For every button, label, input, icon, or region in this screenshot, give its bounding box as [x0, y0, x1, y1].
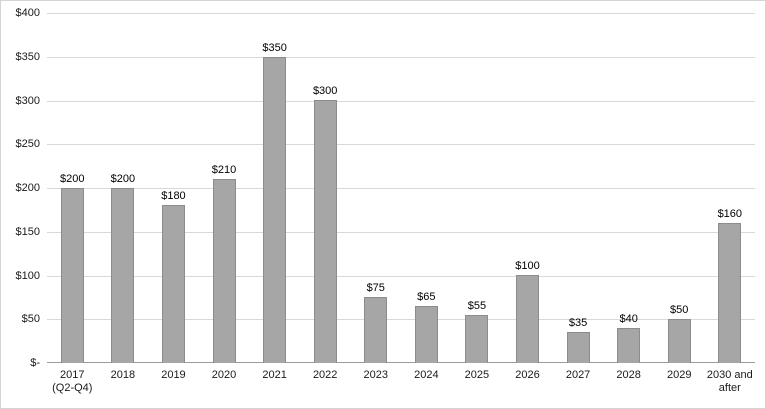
- bar-slot: $35: [553, 13, 604, 363]
- bar-group: $35: [566, 317, 590, 363]
- gridline: [47, 231, 755, 233]
- bar: [718, 223, 742, 363]
- x-axis-category-label: 2023: [363, 369, 388, 381]
- x-axis-category-label: 2019: [161, 369, 186, 381]
- x-axis-category-label: 2018: [110, 369, 136, 381]
- bar-group: $210: [212, 164, 236, 363]
- bars-container: $200 $200 $180 $210 $350 $300 $75 $65 $55 $100 $35…: [47, 13, 755, 363]
- y-axis-tick-label: $50: [21, 313, 40, 326]
- x-axis-category-label: 2021: [262, 369, 287, 381]
- bar-group: $180: [161, 190, 186, 363]
- bar-value-label: $40: [619, 313, 638, 325]
- x-axis-line: [47, 362, 755, 363]
- bar-slot: $100: [502, 13, 553, 363]
- y-axis-tick-label: $300: [15, 94, 40, 107]
- x-axis-category-label: 2026: [515, 369, 540, 381]
- bar: [313, 100, 337, 363]
- y-axis-tick-label: $350: [15, 50, 40, 63]
- bar-slot: $40: [603, 13, 654, 363]
- bar: [111, 188, 135, 363]
- bar-value-label: $75: [366, 282, 385, 294]
- x-axis-category-label: 2027: [565, 369, 591, 381]
- bar: [364, 297, 388, 363]
- bar-slot: $350: [249, 13, 300, 363]
- bar-value-label: $65: [417, 291, 436, 303]
- x-axis-category-label: 2028: [616, 369, 641, 381]
- bar-value-label: $50: [670, 304, 689, 316]
- y-axis-tick-label: $150: [15, 225, 40, 238]
- bar: [212, 179, 236, 363]
- bar: [465, 315, 489, 363]
- bar-value-label: $200: [110, 173, 136, 185]
- bar-slot: $75: [350, 13, 401, 363]
- bar-value-label: $180: [161, 190, 186, 202]
- bar: [515, 275, 539, 363]
- bar-value-label: $160: [717, 208, 743, 220]
- bar-group: $100: [515, 260, 540, 363]
- gridline: [47, 100, 755, 102]
- y-axis-tick-label: $400: [15, 7, 40, 19]
- bar-slot: $65: [401, 13, 452, 363]
- bar: [60, 188, 84, 363]
- bar: [566, 332, 590, 363]
- bar-slot: $180: [148, 13, 199, 363]
- x-axis-category-label: 2025: [464, 369, 490, 381]
- bar-group: $50: [667, 304, 691, 363]
- bar-group: $55: [465, 300, 489, 363]
- bar: [161, 205, 185, 363]
- gridline: [47, 56, 755, 58]
- gridline: [47, 319, 755, 321]
- bar-group: $300: [313, 85, 337, 363]
- bar-group: $75: [364, 282, 388, 363]
- gridline: [47, 13, 755, 14]
- bar-slot: $50: [654, 13, 705, 363]
- bar-group: $200: [111, 173, 135, 363]
- bar-group: $200: [60, 173, 85, 363]
- bar: [263, 57, 287, 363]
- x-axis-category-label: 2024: [414, 369, 439, 381]
- x-axis-category-label: 2017 (Q2-Q4): [52, 369, 93, 394]
- x-axis-category-label: 2020: [211, 369, 237, 381]
- bar: [617, 328, 641, 363]
- bar-value-label: $100: [515, 260, 540, 272]
- x-axis-labels: 2017 (Q2-Q4) 2018 2019 2020 2021 2022 2023 2024…: [47, 369, 755, 395]
- bar-slot: $200: [47, 13, 98, 363]
- bar-group: $40: [617, 313, 641, 363]
- bar-slot: $160: [705, 13, 756, 363]
- bar-slot: $210: [199, 13, 250, 363]
- gridline: [47, 144, 755, 146]
- y-axis-tick-label: $200: [15, 182, 40, 194]
- bar-slot: $200: [98, 13, 149, 363]
- bar: [414, 306, 438, 363]
- bar-value-label: $210: [211, 164, 237, 176]
- bar-group: $160: [718, 208, 742, 363]
- x-axis-category-label: 2030 and after: [706, 369, 753, 394]
- bar-value-label: $35: [568, 317, 588, 329]
- y-axis-tick-label: $-: [30, 357, 40, 369]
- bar: [667, 319, 691, 363]
- bar-value-label: $200: [60, 173, 85, 185]
- x-axis-category-label: 2029: [666, 369, 692, 381]
- bar-slot: $55: [452, 13, 503, 363]
- bar-value-label: $55: [467, 300, 487, 312]
- x-axis-category-label: 2022: [312, 369, 338, 381]
- bar-value-label: $300: [312, 85, 338, 97]
- plot-area: $200 $200 $180 $210 $350 $300 $75 $65 $55 $100 $35…: [16, 7, 755, 369]
- y-axis-tick-label: $100: [15, 269, 40, 282]
- bar-group: $350: [262, 42, 287, 363]
- bar-group: $65: [414, 291, 438, 363]
- bar-value-label: $350: [262, 42, 287, 54]
- y-axis-tick-label: $250: [15, 138, 40, 151]
- bar-slot: $300: [300, 13, 351, 363]
- gridline: [47, 275, 755, 277]
- gridline: [47, 188, 755, 189]
